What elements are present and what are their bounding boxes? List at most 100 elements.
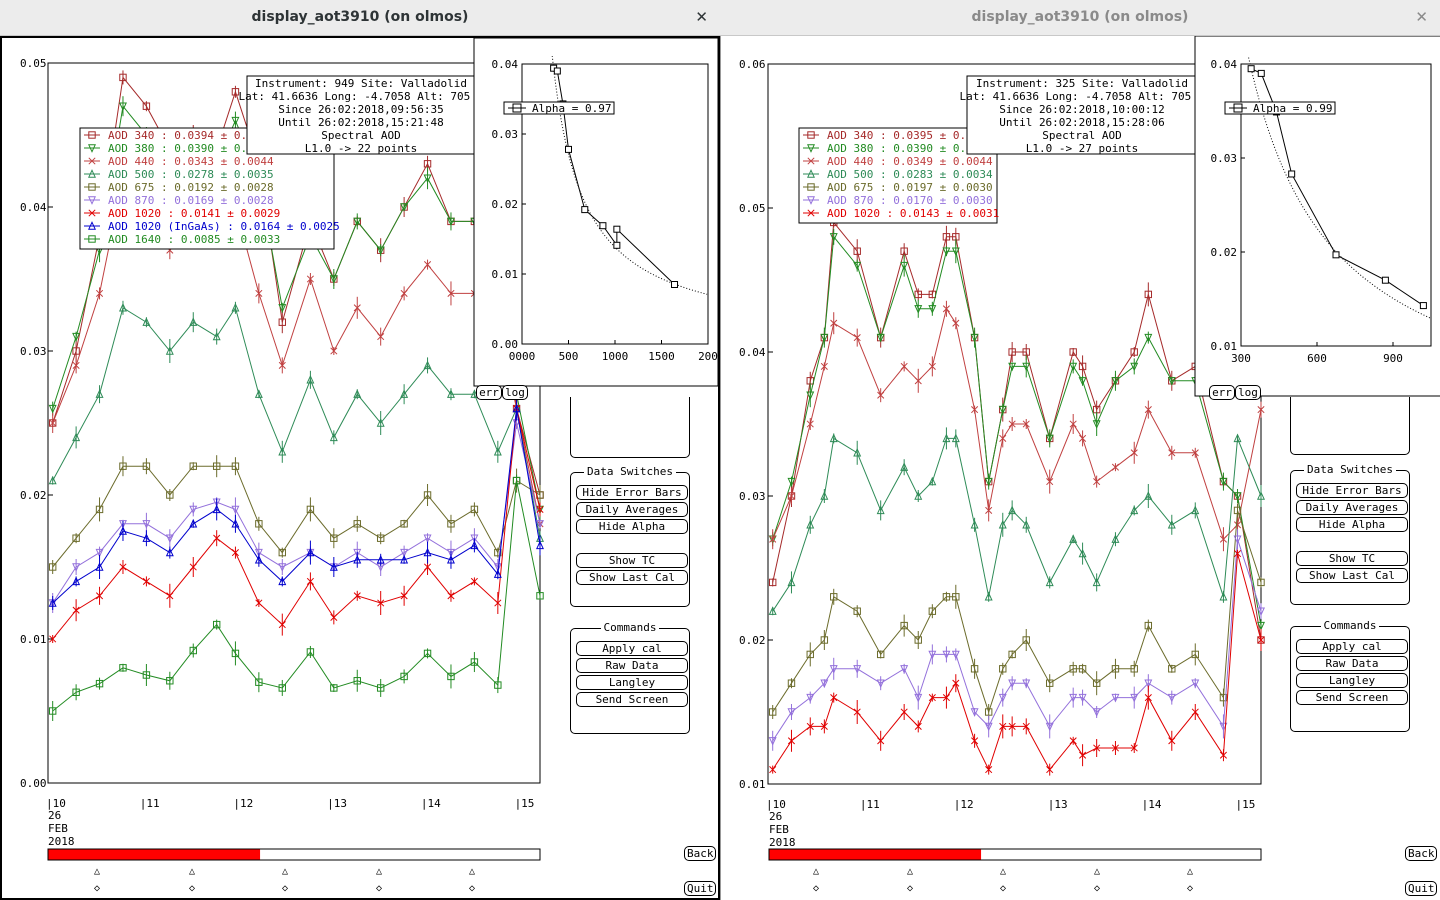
data-point bbox=[942, 694, 950, 702]
progress-track bbox=[47, 848, 541, 861]
commands-title: Commands bbox=[1320, 619, 1380, 632]
data-point bbox=[1111, 744, 1120, 752]
data-point bbox=[1167, 693, 1176, 703]
data-point bbox=[494, 548, 502, 557]
log-button[interactable]: log bbox=[502, 385, 528, 400]
x-tick-label: |14 bbox=[421, 797, 441, 810]
data-point bbox=[1111, 665, 1120, 673]
data-point bbox=[1257, 406, 1265, 414]
data-point bbox=[278, 318, 286, 326]
data-point bbox=[278, 621, 286, 629]
blank-group bbox=[1290, 397, 1410, 455]
data-point bbox=[493, 569, 502, 578]
legend-entry: AOD 440 : 0.0349 ± 0.0044 bbox=[827, 155, 993, 168]
close-icon[interactable]: ✕ bbox=[1415, 8, 1428, 26]
data-point bbox=[806, 693, 815, 703]
data-point bbox=[1257, 636, 1265, 644]
data-point bbox=[952, 593, 960, 601]
langley-button[interactable]: Langley bbox=[1296, 673, 1408, 688]
raw-data-button[interactable]: Raw Data bbox=[576, 658, 688, 673]
show-tc-button[interactable]: Show TC bbox=[1296, 551, 1408, 566]
data-point bbox=[254, 389, 263, 398]
daily-averages-button[interactable]: Daily Averages bbox=[1296, 500, 1408, 515]
alpha-x-tick-label: 0000 bbox=[509, 350, 536, 363]
data-point bbox=[928, 362, 936, 370]
day-marker-diamond: ◇ bbox=[94, 883, 100, 894]
alpha-y-tick-label: 0.00 bbox=[492, 338, 519, 351]
data-point bbox=[806, 650, 814, 659]
data-point bbox=[376, 418, 385, 427]
send-screen-button[interactable]: Send Screen bbox=[576, 692, 688, 707]
series-aod-380 bbox=[768, 228, 1265, 631]
y-tick-label: 0.04 bbox=[739, 346, 766, 359]
data-point bbox=[212, 504, 221, 514]
data-point bbox=[1191, 650, 1199, 659]
back-button[interactable]: Back bbox=[684, 846, 716, 861]
data-point bbox=[118, 526, 127, 535]
data-point bbox=[1046, 478, 1054, 486]
alpha-panel bbox=[1194, 36, 1440, 397]
data-point bbox=[1257, 578, 1265, 587]
data-point bbox=[900, 247, 908, 255]
hide-alpha-button[interactable]: Hide Alpha bbox=[1296, 517, 1408, 532]
data-point bbox=[1219, 693, 1228, 702]
show-last-cal-button[interactable]: Show Last Cal bbox=[1296, 568, 1408, 583]
data-point bbox=[446, 548, 455, 558]
data-point bbox=[1069, 534, 1078, 543]
date-label: 26 bbox=[48, 809, 61, 822]
data-point bbox=[853, 447, 862, 457]
send-screen-button[interactable]: Send Screen bbox=[1296, 690, 1408, 705]
series-line bbox=[52, 306, 541, 539]
data-point bbox=[329, 432, 338, 442]
show-tc-button[interactable]: Show TC bbox=[576, 553, 688, 568]
data-point bbox=[1046, 766, 1054, 774]
data-point bbox=[423, 160, 432, 168]
data-point bbox=[951, 650, 960, 660]
data-point bbox=[1111, 693, 1120, 703]
window-instrument-325: display_aot3910 (on olmos) ✕ 0.01 0.02 0.0… bbox=[720, 0, 1440, 900]
apply-cal-button[interactable]: Apply cal bbox=[1296, 639, 1408, 654]
data-point bbox=[1022, 636, 1030, 644]
data-point bbox=[914, 305, 923, 314]
series-aod-1020 bbox=[49, 399, 544, 643]
daily-averages-button[interactable]: Daily Averages bbox=[576, 502, 688, 517]
plot-frame bbox=[47, 62, 541, 784]
hide-error-bars-button[interactable]: Hide Error Bars bbox=[1296, 483, 1408, 498]
data-point bbox=[942, 650, 951, 660]
info-line: L1.0 -> 27 points bbox=[1026, 142, 1139, 155]
data-point bbox=[769, 766, 777, 774]
data-point bbox=[48, 707, 57, 715]
title-bar[interactable]: display_aot3910 (on olmos) ✕ bbox=[0, 0, 720, 36]
hide-alpha-button[interactable]: Hide Alpha bbox=[576, 519, 688, 534]
apply-cal-button[interactable]: Apply cal bbox=[576, 641, 688, 656]
legend-marker bbox=[807, 144, 815, 153]
quit-button[interactable]: Quit bbox=[1405, 881, 1437, 896]
legend-marker bbox=[807, 183, 815, 191]
alpha-point bbox=[1257, 69, 1265, 77]
data-point bbox=[1144, 679, 1153, 689]
x-tick-label: |13 bbox=[327, 797, 347, 810]
hide-error-bars-button[interactable]: Hide Error Bars bbox=[576, 485, 688, 500]
data-point bbox=[306, 547, 315, 557]
data-point bbox=[470, 577, 478, 585]
data-point bbox=[1168, 449, 1176, 457]
data-point bbox=[278, 684, 286, 692]
data-point bbox=[1069, 693, 1078, 703]
title-bar[interactable]: display_aot3910 (on olmos) ✕ bbox=[720, 0, 1440, 36]
raw-data-button[interactable]: Raw Data bbox=[1296, 656, 1408, 671]
data-point bbox=[970, 333, 979, 343]
langley-button[interactable]: Langley bbox=[576, 675, 688, 690]
err-button[interactable]: err bbox=[1209, 385, 1235, 400]
data-point bbox=[165, 346, 174, 355]
alpha-point bbox=[1419, 302, 1427, 310]
quit-button[interactable]: Quit bbox=[684, 881, 716, 896]
data-point bbox=[928, 694, 936, 702]
log-button[interactable]: log bbox=[1235, 385, 1261, 400]
close-icon[interactable]: ✕ bbox=[695, 8, 708, 26]
alpha-fit-curve bbox=[1248, 57, 1431, 319]
err-button[interactable]: err bbox=[476, 385, 502, 400]
data-point bbox=[306, 275, 314, 283]
data-point bbox=[353, 548, 362, 558]
back-button[interactable]: Back bbox=[1405, 846, 1437, 861]
show-last-cal-button[interactable]: Show Last Cal bbox=[576, 570, 688, 585]
